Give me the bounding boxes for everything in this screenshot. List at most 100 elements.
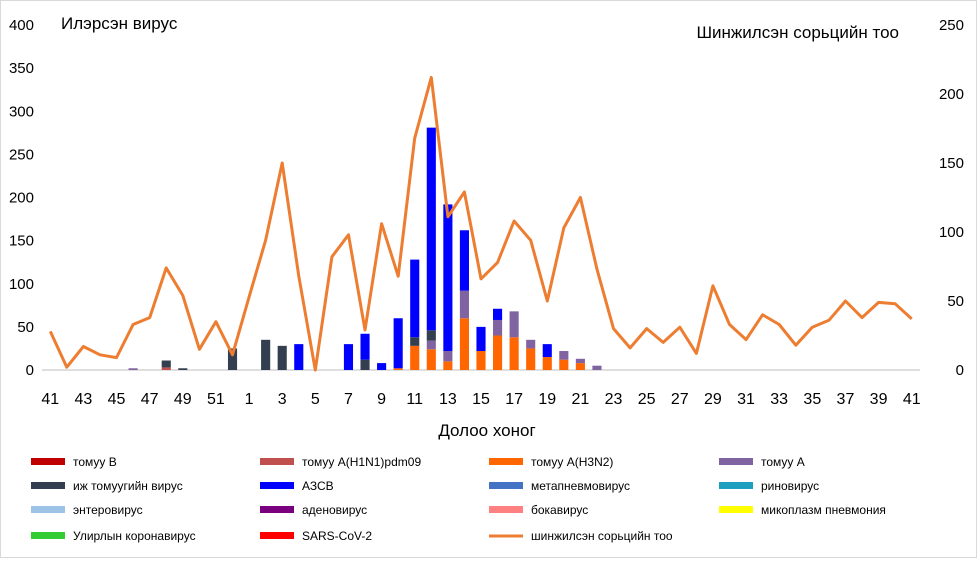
- bar-segment: [443, 361, 453, 370]
- x-tick-label: 47: [141, 391, 159, 408]
- x-tick-label: 25: [638, 391, 656, 408]
- bar-segment: [476, 326, 486, 352]
- right-tick-label: 0: [956, 362, 964, 379]
- legend-swatch: [260, 506, 294, 513]
- bar-segment: [575, 363, 585, 370]
- right-tick-label: 200: [939, 86, 964, 103]
- legend-label: томуу A: [761, 455, 805, 469]
- legend-label: шинжилсэн сорьцийн тоо: [531, 529, 673, 543]
- x-tick-label: 41: [903, 391, 921, 408]
- left-tick-label: 300: [9, 103, 34, 120]
- legend-swatch: [719, 458, 753, 465]
- legend-label: микоплазм пневмония: [761, 503, 886, 517]
- bar-segment: [360, 359, 370, 370]
- x-tick-label: 43: [75, 391, 93, 408]
- bar-segment: [493, 319, 503, 336]
- bar-segment: [393, 368, 403, 370]
- right-tick-label: 150: [939, 155, 964, 172]
- x-tick-label: 7: [344, 391, 353, 408]
- bar-segment: [459, 230, 469, 291]
- bar-segment: [493, 335, 503, 370]
- legend-swatch: [489, 482, 523, 489]
- x-tick-label: 29: [704, 391, 722, 408]
- left-tick-label: 0: [26, 362, 34, 379]
- bar-segment: [542, 344, 552, 358]
- x-tick-label: 11: [406, 391, 423, 408]
- legend-label: АЗСВ: [302, 479, 334, 493]
- legend-label: аденовирус: [302, 503, 367, 517]
- left-tick-label: 250: [9, 146, 34, 163]
- x-tick-label: 21: [571, 391, 589, 408]
- bar-segment: [559, 351, 569, 360]
- left-axis-label: Илэрсэн вирус: [61, 14, 178, 33]
- bar-segment: [459, 318, 469, 370]
- right-axis: 0 50 100 150 200 250: [939, 17, 964, 379]
- bar-segment: [426, 127, 436, 331]
- left-tick-label: 400: [9, 17, 34, 34]
- bar-segment: [410, 259, 420, 338]
- legend-label: томуу A(H3N2): [531, 455, 613, 469]
- legend-swatch: [489, 506, 523, 513]
- bars-group: [128, 127, 602, 370]
- right-tick-label: 100: [939, 224, 964, 241]
- legend-label: томуу A(H1N1)pdm09: [302, 455, 421, 469]
- bar-segment: [575, 358, 585, 364]
- bar-segment: [277, 345, 287, 370]
- x-tick-label: 37: [837, 391, 855, 408]
- legend-label: метапневмовирус: [531, 479, 630, 493]
- bar-segment: [526, 339, 536, 349]
- bar-segment: [443, 204, 453, 352]
- legend-swatch: [489, 458, 523, 465]
- bar-segment: [509, 337, 519, 370]
- legend-label: томуу B: [73, 455, 117, 469]
- x-tick-label: 39: [870, 391, 888, 408]
- x-tick-label: 15: [472, 391, 490, 408]
- bar-segment: [178, 368, 188, 370]
- bar-segment: [161, 367, 171, 370]
- legend-label: Улирлын коронавирус: [73, 529, 196, 543]
- legend-label: бокавирус: [531, 503, 588, 517]
- x-tick-label: 27: [671, 391, 689, 408]
- bar-segment: [360, 333, 370, 360]
- right-tick-label: 50: [947, 293, 964, 310]
- x-tick-label: 51: [207, 391, 225, 408]
- legend-swatch: [260, 532, 294, 539]
- legend-swatch: [260, 482, 294, 489]
- x-axis-label: Долоо хоног: [438, 421, 535, 440]
- bar-segment: [410, 337, 420, 346]
- legend-label: иж томуугийн вирус: [73, 479, 183, 493]
- right-axis-label: Шинжилсэн сорьцийн тоо: [696, 23, 899, 42]
- left-tick-label: 150: [9, 233, 34, 250]
- x-tick-label: 9: [377, 391, 386, 408]
- right-tick-label: 250: [939, 17, 964, 34]
- x-tick-label: 31: [737, 391, 755, 408]
- x-tick-label: 17: [505, 391, 523, 408]
- legend-label: энтеровирус: [73, 503, 143, 517]
- legend-swatch: [31, 482, 65, 489]
- x-tick-label: 19: [538, 391, 556, 408]
- left-tick-label: 50: [17, 319, 34, 336]
- legend-label: риновирус: [761, 479, 819, 493]
- x-tick-label: 35: [803, 391, 821, 408]
- bar-segment: [542, 357, 552, 370]
- left-tick-label: 100: [9, 276, 34, 293]
- bar-segment: [261, 339, 271, 370]
- x-tick-label: 45: [108, 391, 126, 408]
- bar-segment: [128, 368, 138, 370]
- bar-segment: [592, 365, 602, 370]
- bar-segment: [526, 348, 536, 370]
- bar-segment: [426, 340, 436, 350]
- bar-segment: [294, 344, 304, 370]
- legend-swatch: [719, 482, 753, 489]
- x-tick-labels: 41 43 45 47 49 51 1 3 5 7 9 11 13 15 17 19 21 23 25 27 29 31 3…: [41, 391, 920, 408]
- left-tick-label: 350: [9, 60, 34, 77]
- bar-segment: [393, 318, 403, 369]
- x-tick-label: 41: [41, 391, 59, 408]
- legend: томуу B томуу A(H1N1)pdm09 томуу A(H3N2) то…: [31, 455, 886, 543]
- x-tick-label: 23: [605, 391, 623, 408]
- legend-swatch: [31, 458, 65, 465]
- bar-segment: [459, 290, 469, 319]
- x-tick-label: 33: [770, 391, 788, 408]
- left-axis: 0 50 100 150 200 250 300 350 400: [9, 17, 34, 379]
